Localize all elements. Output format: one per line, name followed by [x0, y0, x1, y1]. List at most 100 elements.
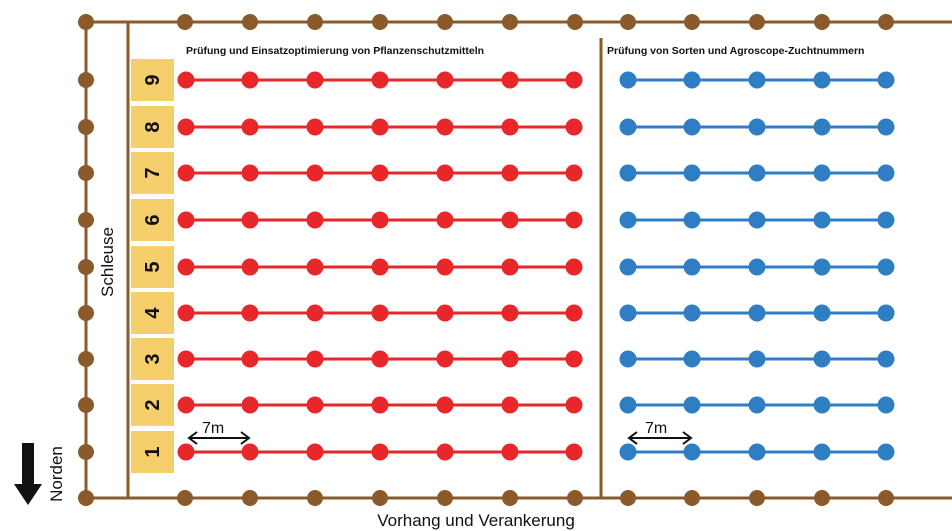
plant-post — [748, 350, 766, 368]
row-label-box — [131, 338, 174, 380]
plant-post — [683, 350, 701, 368]
row-label-box — [131, 246, 174, 288]
row-label-box — [131, 152, 174, 194]
plant-post — [565, 118, 583, 136]
north-arrow: Norden — [14, 443, 66, 505]
spacing-indicator-left: 7m — [187, 420, 251, 445]
row-number: 1 — [142, 446, 164, 457]
plant-post — [177, 118, 195, 136]
plant-post — [436, 443, 454, 461]
plant-post — [877, 71, 895, 89]
plant-post — [436, 164, 454, 182]
plant-post — [241, 258, 259, 276]
north-label: Norden — [47, 446, 66, 502]
row-label-box — [131, 106, 174, 148]
plant-post — [619, 71, 637, 89]
plant-post — [565, 164, 583, 182]
plant-post — [813, 443, 831, 461]
plant-post — [619, 258, 637, 276]
plant-post — [683, 118, 701, 136]
plant-row-right — [619, 396, 895, 414]
row-label-box — [131, 199, 174, 241]
frame-post — [372, 490, 388, 506]
plant-post — [241, 71, 259, 89]
plant-post — [177, 258, 195, 276]
plant-row-left — [177, 304, 583, 322]
plant-post — [177, 164, 195, 182]
frame-post — [878, 14, 894, 30]
plant-post — [177, 396, 195, 414]
plant-row-left — [177, 71, 583, 89]
row-number: 9 — [142, 74, 164, 85]
row-number: 3 — [142, 353, 164, 364]
plant-post — [813, 164, 831, 182]
frame-post — [749, 14, 765, 30]
arrow-down-icon — [14, 443, 42, 505]
plant-row-left — [177, 396, 583, 414]
row-label-box — [131, 59, 174, 101]
spacing-label-right: 7m — [645, 420, 667, 437]
frame-post — [78, 490, 94, 506]
plant-post — [683, 164, 701, 182]
plant-post — [241, 396, 259, 414]
frame-post — [78, 72, 94, 88]
plant-post — [877, 350, 895, 368]
row-label-box — [131, 292, 174, 334]
plant-post — [241, 350, 259, 368]
plant-row-right — [619, 304, 895, 322]
plant-post — [748, 304, 766, 322]
plant-post — [436, 211, 454, 229]
frame-post — [177, 14, 193, 30]
entrance-label: Schleuse — [98, 227, 117, 297]
row-number: 4 — [142, 307, 164, 319]
plant-post — [371, 304, 389, 322]
plant-post — [877, 258, 895, 276]
plant-post — [619, 443, 637, 461]
plant-post — [306, 211, 324, 229]
plant-post — [748, 211, 766, 229]
plant-post — [306, 118, 324, 136]
plant-post — [501, 118, 519, 136]
plant-post — [813, 258, 831, 276]
left-section-title: Prüfung und Einsatzoptimierung von Pflan… — [186, 45, 484, 57]
plant-post — [748, 118, 766, 136]
frame-post — [78, 397, 94, 413]
frame-post — [78, 119, 94, 135]
row-number: 6 — [142, 214, 164, 225]
frame-post — [814, 14, 830, 30]
frame-post — [78, 165, 94, 181]
frame-post — [878, 490, 894, 506]
plant-post — [436, 396, 454, 414]
plant-post — [565, 258, 583, 276]
frame-post — [684, 490, 700, 506]
frame-post — [502, 490, 518, 506]
plant-post — [748, 443, 766, 461]
greenhouse-frame — [84, 20, 952, 500]
plant-post — [748, 396, 766, 414]
plant-post — [877, 443, 895, 461]
frame-post — [437, 490, 453, 506]
plant-post — [877, 118, 895, 136]
plant-post — [371, 71, 389, 89]
plant-post — [877, 164, 895, 182]
frame-post — [307, 14, 323, 30]
plant-post — [241, 211, 259, 229]
plant-post — [241, 118, 259, 136]
plant-post — [436, 71, 454, 89]
frame-post — [307, 490, 323, 506]
plant-post — [813, 304, 831, 322]
plant-post — [371, 164, 389, 182]
row-label-box — [131, 431, 174, 473]
plant-post — [241, 304, 259, 322]
plant-post — [306, 258, 324, 276]
plant-post — [565, 396, 583, 414]
frame-post — [78, 14, 94, 30]
plant-post — [813, 71, 831, 89]
plant-post — [501, 71, 519, 89]
plant-post — [877, 211, 895, 229]
frame-post — [749, 490, 765, 506]
plant-post — [565, 71, 583, 89]
plant-row-right — [619, 258, 895, 276]
plant-post — [177, 350, 195, 368]
